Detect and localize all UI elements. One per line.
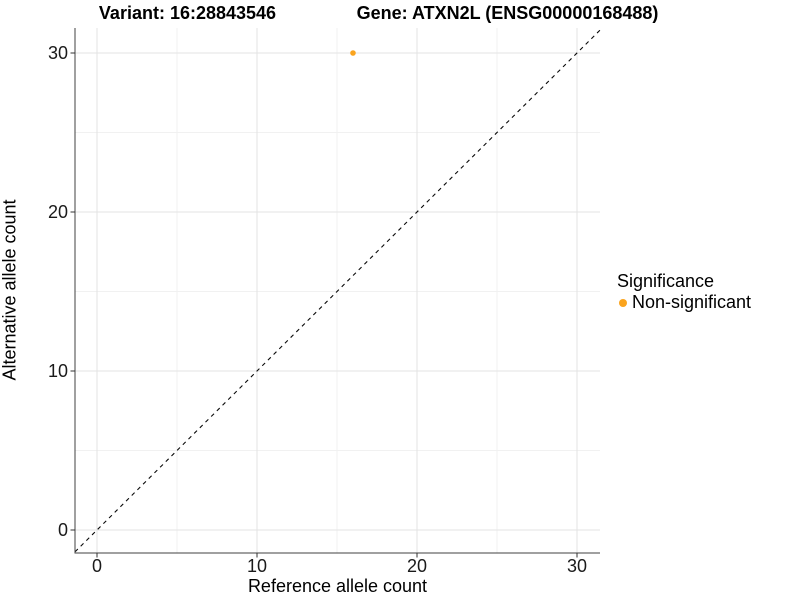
legend-key xyxy=(614,294,631,311)
major-gridlines xyxy=(75,28,600,553)
identity-line xyxy=(74,29,601,553)
x-tick-label: 0 xyxy=(91,556,102,576)
x-axis-title: Reference allele count xyxy=(247,576,428,596)
y-tick-label: 20 xyxy=(47,202,68,222)
axis-lines xyxy=(74,28,600,554)
legend-item-label: Non-significant xyxy=(632,292,752,312)
y-axis-title: Alternative allele count xyxy=(0,199,20,381)
data-points xyxy=(350,50,356,56)
legend: Significance Non-significant xyxy=(614,271,751,313)
legend-title: Significance xyxy=(617,271,715,291)
plot-title-variant: Variant: 16:28843546 xyxy=(98,3,277,23)
tick-marks xyxy=(70,52,578,558)
x-tick-label: 20 xyxy=(406,556,428,576)
data-point xyxy=(350,50,356,56)
x-tick-label: 10 xyxy=(246,556,268,576)
y-tick-label: 30 xyxy=(47,43,68,63)
y-tick-label: 10 xyxy=(47,361,68,381)
point-icon xyxy=(618,298,627,307)
legend-item-non-significant: Non-significant xyxy=(614,292,751,313)
plot-title-gene: Gene: ATXN2L (ENSG00000168488) xyxy=(356,3,659,23)
x-tick-label: 30 xyxy=(566,556,588,576)
y-tick-label: 0 xyxy=(57,520,68,540)
